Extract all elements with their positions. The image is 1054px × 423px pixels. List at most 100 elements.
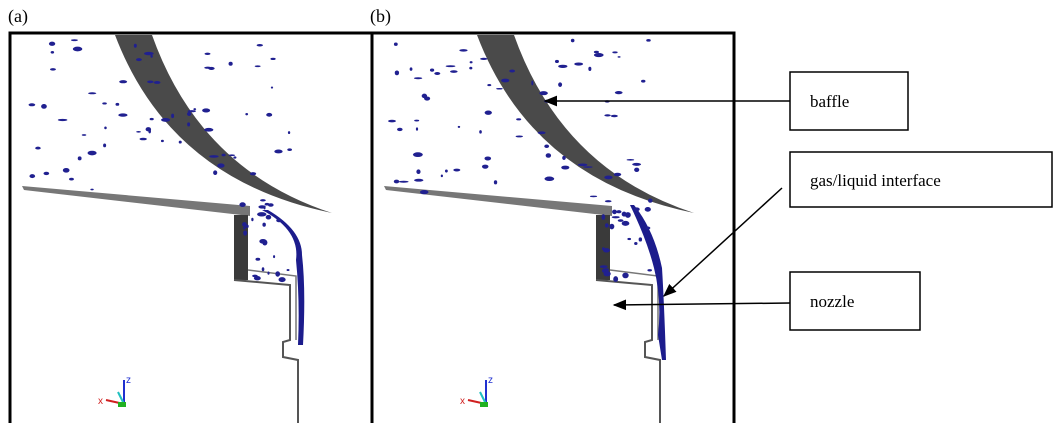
droplet: [409, 67, 413, 71]
liquid-interface: [630, 205, 666, 360]
droplet: [118, 113, 128, 117]
droplet: [459, 49, 468, 52]
droplet: [276, 218, 282, 223]
droplet: [613, 172, 622, 177]
droplet: [261, 267, 265, 272]
droplet: [440, 174, 443, 178]
axis-triad: zx: [460, 375, 493, 407]
droplet: [187, 110, 197, 113]
droplet: [104, 126, 107, 130]
droplet: [561, 165, 570, 170]
droplet: [246, 224, 249, 228]
droplet: [252, 274, 258, 278]
droplet: [621, 220, 630, 226]
droplet: [593, 50, 600, 54]
droplet: [634, 167, 640, 172]
droplet: [593, 52, 604, 58]
droplet: [273, 255, 276, 259]
droplet: [638, 237, 643, 242]
droplet: [434, 72, 441, 75]
droplet: [398, 180, 409, 183]
droplet: [627, 237, 632, 241]
droplet: [103, 143, 107, 148]
droplet: [43, 171, 50, 176]
droplet: [275, 271, 281, 277]
droplet: [178, 140, 182, 144]
droplet: [496, 87, 503, 90]
droplet: [139, 137, 147, 141]
droplet: [416, 169, 421, 174]
droplet: [617, 56, 621, 58]
droplet: [558, 64, 568, 69]
droplet: [270, 86, 274, 89]
droplet: [136, 58, 142, 62]
annotation-interface: gas/liquid interface: [663, 151, 1053, 297]
droplet: [574, 62, 584, 66]
droplet: [81, 134, 87, 136]
axis-triad: zx: [98, 375, 131, 407]
droplet: [147, 80, 154, 84]
droplet: [115, 102, 120, 106]
droplet: [420, 190, 429, 195]
panel-frame: [8, 31, 374, 423]
nozzle-inner: [247, 269, 297, 340]
droplet: [601, 247, 605, 251]
droplet: [626, 159, 635, 161]
droplet: [50, 51, 55, 54]
droplet: [41, 104, 47, 109]
droplet: [616, 210, 622, 214]
droplet: [469, 61, 473, 64]
droplet: [160, 139, 164, 143]
panel: (b)zx: [370, 6, 736, 423]
droplet: [622, 272, 629, 279]
droplet: [72, 46, 83, 52]
droplet: [604, 114, 611, 117]
droplet: [69, 177, 74, 181]
droplet: [217, 163, 225, 168]
droplet: [70, 39, 78, 42]
droplet: [35, 146, 41, 150]
droplet: [29, 174, 36, 179]
droplet: [601, 214, 606, 220]
droplet: [588, 66, 592, 71]
panel-label: (a): [8, 6, 28, 27]
annotation-text: baffle: [810, 92, 849, 111]
droplet: [414, 178, 424, 182]
droplet: [614, 90, 623, 95]
droplet: [255, 257, 261, 261]
droplet: [537, 131, 546, 135]
droplet: [617, 219, 624, 222]
droplet: [249, 172, 257, 176]
droplet: [612, 51, 618, 54]
droplet: [589, 195, 598, 198]
droplet: [245, 113, 249, 116]
annotation-text: nozzle: [810, 292, 854, 311]
droplet: [286, 268, 290, 271]
droplet: [265, 214, 272, 220]
droplet: [209, 155, 219, 158]
droplet: [612, 209, 617, 215]
droplet: [609, 223, 615, 230]
droplet: [161, 117, 171, 122]
droplet: [610, 114, 618, 118]
droplet: [604, 223, 609, 228]
droplet: [263, 205, 266, 210]
droplet: [632, 162, 642, 166]
droplet: [50, 68, 56, 71]
droplet: [274, 149, 283, 154]
droplet: [545, 153, 552, 158]
droplet: [613, 276, 619, 283]
droplet: [457, 125, 461, 128]
droplet: [634, 241, 638, 245]
droplet: [87, 150, 97, 156]
droplet: [257, 212, 267, 217]
droplet: [149, 117, 154, 121]
droplet: [531, 80, 534, 86]
droplet: [102, 102, 107, 105]
droplet: [77, 156, 82, 161]
droplet: [251, 217, 254, 222]
droplet: [605, 268, 609, 272]
droplet: [413, 77, 423, 80]
